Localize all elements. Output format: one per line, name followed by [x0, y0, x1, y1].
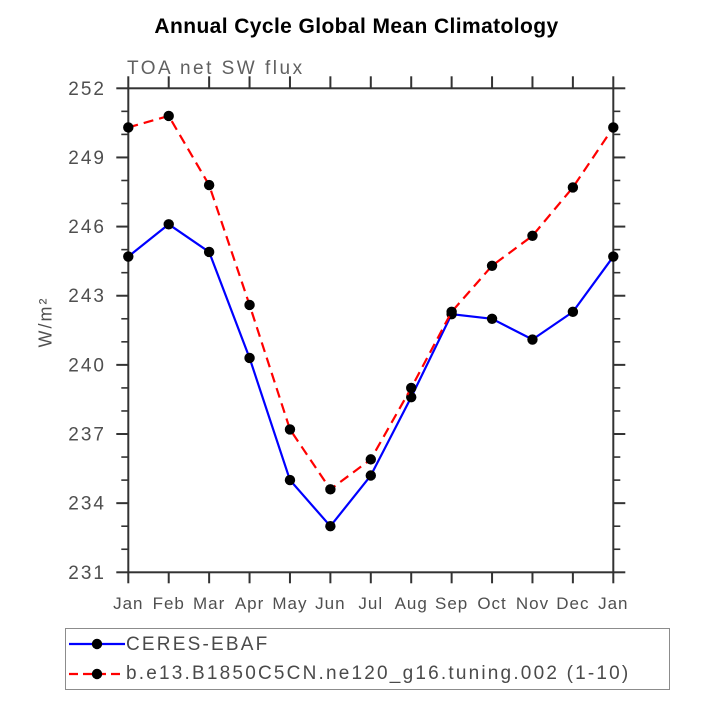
- data-point-marker: [123, 122, 134, 133]
- data-point-marker: [163, 219, 174, 230]
- data-point-marker: [365, 470, 376, 481]
- data-point-marker: [203, 246, 215, 258]
- y-tick-label: 243: [68, 286, 106, 307]
- data-point-marker: [325, 521, 336, 532]
- x-tick-label: Jan: [598, 594, 628, 613]
- data-point-marker: [284, 424, 296, 435]
- legend-sample-marker: [91, 639, 103, 650]
- data-point-marker: [244, 352, 255, 364]
- y-tick-label: 252: [68, 79, 106, 100]
- x-tick-label: Apr: [235, 594, 264, 613]
- legend-line-sample-solid: [69, 639, 125, 650]
- legend-item-model-run: b.e13.B1850C5CN.ne120_g16.tuning.002 (1-…: [66, 660, 669, 688]
- data-point-marker: [325, 484, 336, 495]
- x-tick-label: Mar: [193, 594, 225, 613]
- chart-subtitle-left: TOA net SW flux: [127, 58, 305, 79]
- x-tick-label: Aug: [395, 594, 428, 613]
- x-tick-label: May: [272, 594, 307, 613]
- chart-title: Annual Cycle Global Mean Climatology: [154, 15, 559, 38]
- data-point-marker: [567, 306, 579, 318]
- x-tick-label: Sep: [435, 594, 468, 613]
- y-tick-label: 237: [68, 425, 106, 446]
- series-line-0: [127, 222, 615, 528]
- data-point-marker: [527, 334, 538, 345]
- x-tick-label: Jul: [358, 594, 383, 613]
- x-tick-label: Jun: [315, 594, 345, 613]
- legend: CERES-EBAF b.e13.B1850C5CN.ne120_g16.tun…: [65, 628, 670, 690]
- data-point-marker: [486, 313, 498, 324]
- series-line-1: [127, 114, 615, 491]
- data-point-marker: [284, 474, 296, 486]
- y-tick-label: 231: [68, 563, 106, 584]
- x-tick-label: Nov: [516, 594, 549, 613]
- x-tick-label: Feb: [153, 594, 185, 613]
- data-point-marker: [203, 179, 215, 191]
- y-tick-label: 246: [68, 217, 106, 238]
- data-point-marker: [244, 299, 255, 311]
- data-point-marker: [406, 382, 417, 394]
- data-point-marker: [608, 251, 619, 262]
- legend-label: b.e13.B1850C5CN.ne120_g16.tuning.002 (1-…: [126, 663, 631, 685]
- y-tick-label: 234: [68, 494, 106, 515]
- x-tick-label: Dec: [556, 594, 589, 613]
- data-point-marker: [163, 110, 174, 122]
- legend-label: CERES-EBAF: [126, 633, 270, 655]
- data-point-marker: [365, 454, 376, 465]
- data-point-marker: [486, 260, 498, 271]
- x-tick-label: Oct: [477, 594, 506, 613]
- legend-sample-marker: [91, 668, 103, 679]
- plot-frame: [127, 87, 615, 574]
- legend-item-ceres-ebaf: CERES-EBAF: [66, 630, 669, 658]
- y-tick-label: 249: [68, 148, 106, 169]
- x-tick-label: Jan: [113, 594, 143, 613]
- legend-line-sample-dashed: [69, 668, 125, 679]
- data-point-marker: [567, 182, 579, 193]
- data-point-marker: [446, 306, 457, 318]
- y-tick-label: 240: [68, 355, 106, 376]
- data-point-marker: [608, 122, 619, 133]
- data-point-marker: [123, 251, 134, 262]
- data-point-marker: [527, 230, 538, 242]
